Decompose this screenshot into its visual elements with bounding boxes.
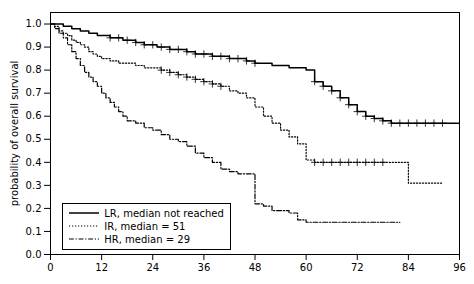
svg-text:0.7: 0.7 <box>26 87 42 98</box>
svg-text:36: 36 <box>198 262 211 273</box>
svg-text:probability of overall surviva: probability of overall survival <box>9 61 20 207</box>
svg-text:60: 60 <box>300 262 313 273</box>
svg-text:24: 24 <box>146 262 159 273</box>
svg-text:0.3: 0.3 <box>26 180 42 191</box>
svg-text:0.2: 0.2 <box>26 203 42 214</box>
svg-text:48: 48 <box>249 262 262 273</box>
html-text:LR, median not reached: LR, median not reached <box>104 207 224 219</box>
svg-text:0.4: 0.4 <box>26 157 42 168</box>
svg-text:0.0: 0.0 <box>26 249 42 260</box>
svg-text:84: 84 <box>402 262 415 273</box>
svg-text:1.0: 1.0 <box>26 18 42 29</box>
svg-text:0: 0 <box>47 262 53 273</box>
svg-text:0.1: 0.1 <box>26 226 42 237</box>
svg-text:0.8: 0.8 <box>26 64 42 75</box>
svg-text:0.6: 0.6 <box>26 110 42 121</box>
svg-text:0.9: 0.9 <box>26 41 42 52</box>
svg-text:72: 72 <box>351 262 364 273</box>
html-text:IR, median = 51: IR, median = 51 <box>104 220 186 232</box>
svg-text:96: 96 <box>453 262 466 273</box>
svg-text:0.5: 0.5 <box>26 133 42 144</box>
svg-text:12: 12 <box>95 262 108 273</box>
html-text:HR, median = 29: HR, median = 29 <box>104 233 190 245</box>
